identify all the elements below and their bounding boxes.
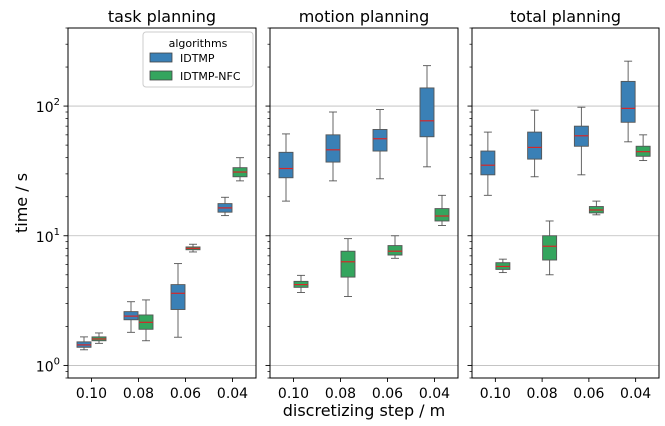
box-idtmp — [170, 263, 186, 338]
x-tick-label: 0.10 — [480, 386, 511, 402]
box-body — [325, 134, 341, 163]
y-tick-label: 101 — [36, 227, 60, 246]
box-idtmp — [123, 301, 139, 333]
box-idtmp — [217, 196, 233, 217]
box-idtmp — [325, 111, 341, 182]
box-idtmp — [278, 133, 294, 202]
box-body — [340, 250, 356, 278]
panel-title: motion planning — [299, 7, 430, 26]
box-idtmp-nfc — [340, 238, 356, 297]
axes-frame — [269, 27, 459, 379]
x-tick-label: 0.06 — [372, 386, 403, 402]
x-tick-label: 0.06 — [573, 386, 604, 402]
box-body — [419, 87, 435, 138]
box-body — [434, 208, 450, 222]
box-idtmp — [372, 109, 388, 180]
x-tick-label: 0.04 — [419, 386, 450, 402]
box-idtmp — [76, 336, 92, 351]
box-body — [527, 131, 543, 160]
box-idtmp — [480, 131, 496, 196]
panel-title: task planning — [108, 7, 216, 26]
box-idtmp — [573, 106, 589, 176]
box-idtmp-nfc — [542, 220, 558, 276]
box-idtmp — [620, 60, 636, 143]
box-idtmp-nfc — [138, 299, 154, 342]
box-idtmp-nfc — [232, 157, 248, 182]
legend-swatch-idtmp — [149, 52, 173, 63]
x-tick-label: 0.04 — [620, 386, 651, 402]
y-axis-label: time / s — [12, 173, 31, 233]
x-tick-label: 0.04 — [217, 386, 248, 402]
x-tick-label: 0.08 — [325, 386, 356, 402]
box-body — [372, 129, 388, 152]
legend-swatch-idtmp-nfc — [149, 70, 173, 81]
box-body — [480, 150, 496, 176]
y-tick-label: 100 — [36, 356, 60, 375]
axes-frame — [471, 27, 660, 379]
panel-0: 100 101 102 task planning 0.10 0.08 0.06 0.04 — [36, 7, 257, 402]
legend-label-idtmp-nfc: IDTMP-NFC — [180, 70, 241, 83]
x-tick-label: 0.10 — [76, 386, 107, 402]
box-body — [542, 235, 558, 261]
x-tick-label: 0.08 — [527, 386, 558, 402]
legend: algorithms IDTMP IDTMP-NFC — [142, 31, 254, 88]
box-body — [170, 284, 186, 310]
box-idtmp — [527, 109, 543, 178]
x-tick-label: 0.08 — [123, 386, 154, 402]
panel-title: total planning — [510, 7, 621, 26]
box-body — [387, 245, 403, 256]
box-idtmp-nfc — [387, 235, 403, 259]
box-idtmp-nfc — [91, 332, 107, 344]
legend-title: algorithms — [169, 37, 228, 50]
x-tick-label: 0.06 — [170, 386, 201, 402]
x-tick-label: 0.10 — [278, 386, 309, 402]
y-tick-label: 102 — [36, 97, 60, 116]
box-idtmp — [419, 65, 435, 168]
axes-frame — [67, 27, 257, 379]
box-idtmp-nfc — [434, 194, 450, 226]
box-body — [620, 80, 636, 123]
box-body — [278, 151, 294, 179]
box-idtmp-nfc — [495, 258, 511, 274]
box-idtmp-nfc — [635, 134, 651, 162]
panel-2: total planning 0.10 0.08 0.06 0.04 — [467, 7, 660, 402]
box-idtmp-nfc — [293, 274, 309, 293]
legend-label-idtmp: IDTMP — [180, 52, 215, 65]
box-idtmp-nfc — [185, 243, 201, 253]
x-axis-label: discretizing step / m — [283, 401, 446, 420]
panel-1: motion planning 0.10 0.08 0.06 0.04 — [265, 7, 459, 402]
box-idtmp-nfc — [588, 200, 604, 216]
